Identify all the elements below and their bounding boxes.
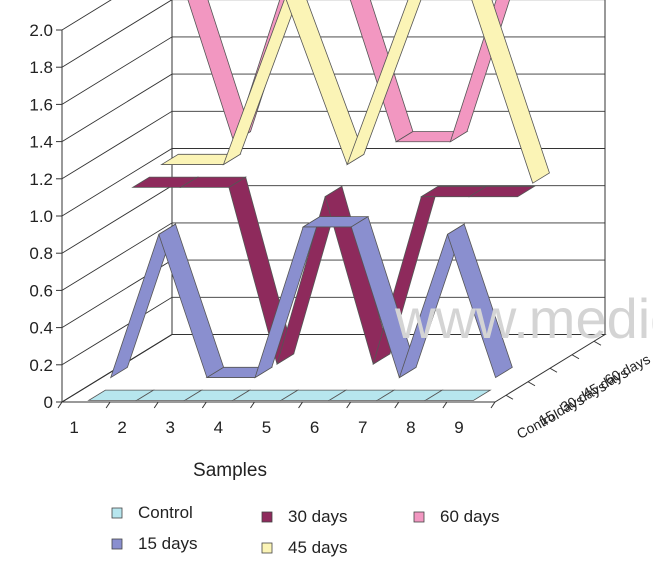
x-axis-label: Samples [193, 460, 267, 481]
y-tick-label: 0.2 [29, 356, 53, 375]
x-tick-label: 4 [214, 418, 223, 437]
depth-tick-label: 60 days [602, 351, 653, 388]
side-wall [61, 0, 173, 403]
depth-tick-mark [549, 367, 558, 373]
x-tick-mark [201, 401, 207, 409]
series-control [87, 389, 492, 401]
depth-tick-mark [593, 340, 602, 346]
gridline [61, 148, 605, 217]
series-ribbons [87, 0, 550, 401]
x-tick-label: 2 [117, 418, 126, 437]
ribbon-segment [158, 223, 225, 379]
ribbon-segment [346, 0, 422, 166]
y-tick-label: 2.0 [29, 21, 53, 40]
ribbon-segment [468, 186, 536, 198]
legend: Control 15 days 30 days 45 days 60 days [111, 503, 500, 557]
x-tick-mark [442, 401, 448, 409]
series-15-days [109, 215, 513, 379]
legend-swatch [261, 542, 273, 554]
x-tick-mark [57, 401, 63, 409]
y-tick-label: 0.6 [29, 281, 53, 300]
gridline [61, 0, 605, 68]
gridline [61, 222, 605, 291]
legend-label: 15 days [138, 534, 198, 553]
x-tick-mark [298, 401, 303, 409]
x-tick-label: 6 [310, 418, 319, 437]
x-tick-label: 9 [454, 418, 463, 437]
watermark: www.medig [394, 287, 653, 350]
series-45-days [160, 0, 550, 184]
x-tick-label: 5 [262, 418, 271, 437]
y-tick-label: 0 [44, 393, 53, 412]
legend-swatch [261, 511, 273, 523]
legend-label: 60 days [440, 507, 500, 526]
y-axis-ticks: 0 0.2 0.4 0.6 0.8 1.0 1.2 1.4 1.6 1.8 2.0 [29, 21, 62, 412]
x-tick-mark [105, 401, 111, 409]
x-axis-ticks: 1 2 3 4 5 6 7 8 9 [57, 401, 496, 437]
legend-swatch [413, 511, 425, 523]
ribbon-segment [228, 176, 295, 365]
legend-swatch [111, 507, 123, 519]
x-tick-mark [490, 401, 496, 409]
gridline [61, 334, 605, 403]
legend-swatch [111, 538, 123, 550]
x-tick-label: 7 [358, 418, 367, 437]
y-tick-label: 1.0 [29, 207, 53, 226]
y-tick-label: 1.2 [29, 170, 53, 189]
gridline [61, 73, 605, 142]
ribbon-segment [285, 0, 365, 166]
x-tick-mark [346, 401, 352, 409]
ribbon-segment [222, 0, 298, 166]
y-tick-label: 1.4 [29, 133, 53, 152]
ribbon-segment [446, 223, 513, 379]
gridline [61, 0, 112, 31]
depth-tick-mark [505, 394, 514, 400]
legend-label: 30 days [288, 507, 348, 526]
x-tick-mark [153, 401, 159, 409]
depth-tick-mark [527, 381, 536, 387]
y-tick-label: 0.4 [29, 319, 53, 338]
gridline [61, 296, 605, 366]
x-tick-mark [394, 401, 400, 409]
x-tick-label: 1 [69, 418, 78, 437]
depth-tick-mark [571, 354, 580, 360]
x-tick-mark [250, 401, 255, 409]
y-tick-label: 1.6 [29, 95, 53, 114]
x-tick-label: 3 [166, 418, 175, 437]
y-tick-label: 0.8 [29, 244, 53, 263]
gridline [61, 36, 605, 105]
legend-label: 45 days [288, 538, 348, 557]
ribbon-segment [424, 389, 492, 401]
legend-label: Control [138, 503, 193, 522]
x-tick-label: 8 [406, 418, 415, 437]
ribbon-segment [471, 0, 550, 184]
y-tick-label: 1.8 [29, 58, 53, 77]
